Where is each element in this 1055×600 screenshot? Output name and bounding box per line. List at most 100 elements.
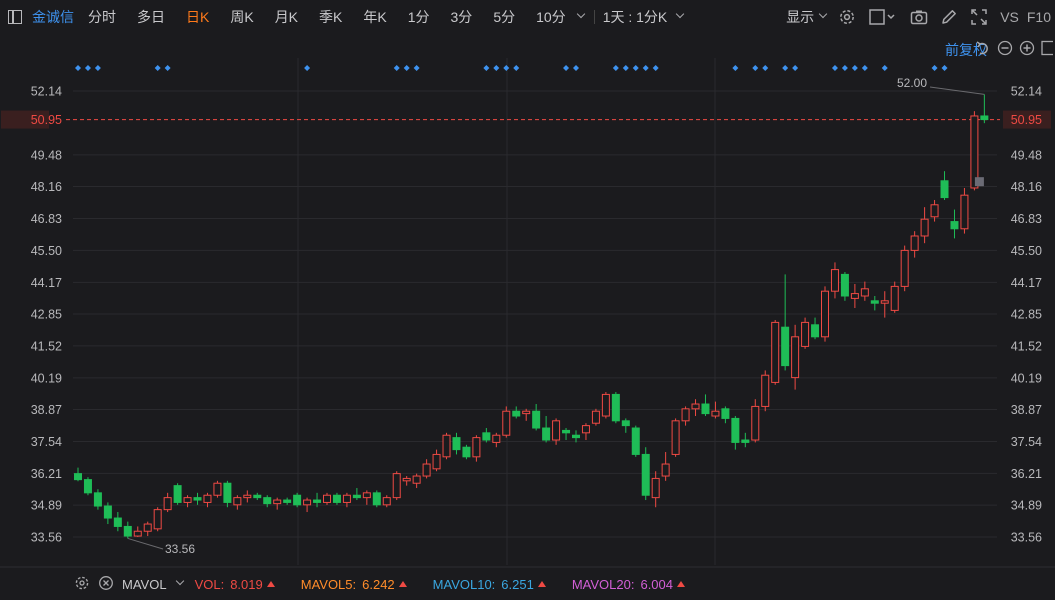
vol-up-arrow-icon (266, 581, 275, 587)
candle-body (522, 410, 531, 415)
candle-body (542, 427, 551, 441)
candle-body (163, 497, 172, 511)
candle-body (791, 336, 800, 379)
price-tick-left: 42.85 (31, 308, 62, 322)
event-marker-diamond (831, 65, 838, 71)
price-tick-right: 44.17 (1011, 276, 1042, 290)
event-marker-diamond (851, 65, 858, 71)
indicator-chevron-down-icon[interactable] (175, 576, 184, 586)
candle-body (860, 288, 869, 297)
zoom-in-icon[interactable] (1019, 40, 1035, 61)
candle-body (233, 497, 242, 506)
candle-body (830, 269, 839, 292)
period-tab-weekly[interactable]: 周K (230, 9, 254, 25)
candle-body (532, 410, 541, 429)
stock-name[interactable]: 金诚信 (32, 9, 74, 25)
period-tab-1min[interactable]: 1分 (407, 9, 430, 25)
period-tab-intraday[interactable]: 分时 (88, 9, 116, 25)
candle-body (273, 499, 282, 505)
period-tab-daily[interactable]: 日K (186, 9, 210, 25)
candle-body (123, 525, 132, 537)
period-more-chevron-icon[interactable] (576, 9, 585, 19)
chart-view-controls (975, 40, 1055, 61)
event-marker-diamond (154, 65, 161, 71)
zoom-out-icon[interactable] (997, 40, 1013, 61)
indicator-bar: MAVOL VOL: 8.019 MAVOL5: 6.242 MAVOL10: … (0, 570, 1055, 598)
period-tab-quarterly[interactable]: 季K (319, 9, 343, 25)
indicator-settings-gear-icon[interactable] (74, 575, 90, 594)
candle-body (741, 439, 750, 443)
price-tick-left: 52.14 (31, 85, 62, 99)
event-marker-diamond (782, 65, 789, 71)
candle-body (203, 494, 212, 503)
chart-style-square-icon[interactable] (868, 8, 898, 26)
event-marker-diamond (75, 65, 81, 71)
display-menu[interactable]: 显示 (786, 7, 828, 27)
candle-body (173, 485, 182, 503)
low-annotation-label: 33.56 (165, 542, 195, 556)
candle-body (293, 494, 302, 506)
combo-period-select[interactable]: 1天 : 1分K (602, 9, 668, 25)
camera-icon[interactable] (910, 8, 928, 26)
event-marker-diamond (493, 65, 500, 71)
mavol10-up-arrow-icon (537, 581, 546, 587)
price-tick-right: 45.50 (1011, 244, 1042, 258)
candle-body (591, 410, 600, 424)
event-marker-diamond (941, 65, 948, 71)
vol-value: 8.019 (230, 576, 263, 592)
mavol5-value: 6.242 (362, 576, 395, 592)
price-tick-right: 49.48 (1011, 148, 1042, 162)
candle-body (731, 417, 740, 443)
price-tick-left: 41.52 (31, 339, 62, 353)
period-tab-yearly[interactable]: 年K (363, 9, 387, 25)
fullscreen-icon[interactable] (970, 8, 988, 26)
candle-body (492, 434, 501, 443)
undo-icon[interactable] (975, 40, 991, 61)
draw-pencil-icon[interactable] (940, 8, 958, 26)
event-marker-diamond (403, 65, 410, 71)
period-tab-10min[interactable]: 10分 (536, 9, 566, 25)
candle-body (83, 479, 92, 494)
candle-body (850, 293, 859, 299)
candle-body (93, 492, 102, 507)
current-price-bg (1003, 110, 1051, 129)
candle-body (223, 482, 232, 503)
period-tab-5min[interactable]: 5分 (493, 9, 516, 25)
price-tick-left: 50.95 (31, 113, 62, 127)
price-adjust-menu[interactable]: 前复权 (945, 42, 987, 58)
period-tab-3min[interactable]: 3分 (450, 9, 473, 25)
price-tick-right: 38.87 (1011, 403, 1042, 417)
candle-body (960, 194, 969, 230)
candle-body (193, 497, 202, 501)
panel-toggle-icon[interactable] (8, 10, 22, 24)
period-tab-monthly[interactable]: 月K (274, 9, 299, 25)
f10-button[interactable]: F10 (1026, 9, 1051, 25)
candle-body (103, 505, 112, 519)
event-marker-diamond (612, 65, 619, 71)
candle-body (950, 221, 959, 230)
event-marker-diamond (513, 65, 520, 71)
candle-body (681, 408, 690, 422)
candle-body (462, 446, 471, 458)
candle-body (183, 497, 192, 503)
event-marker-diamond (304, 65, 311, 71)
candle-body (323, 494, 331, 503)
event-marker-diamond (881, 65, 888, 71)
candle-body (243, 494, 252, 499)
settings-gear-icon[interactable] (838, 8, 856, 26)
indicator-close-icon[interactable] (98, 575, 114, 594)
candle-body (412, 475, 421, 484)
period-tab-multiday[interactable]: 多日 (137, 9, 165, 25)
combo-chevron-down-icon[interactable] (676, 9, 685, 19)
candle-body (213, 482, 222, 496)
candle-body (651, 477, 660, 499)
price-tick-left: 48.16 (31, 180, 62, 194)
event-marker-diamond (393, 65, 400, 71)
vs-compare-button[interactable]: VS (1000, 9, 1019, 25)
indicator-name[interactable]: MAVOL (122, 576, 167, 592)
price-tick-right: 40.19 (1011, 371, 1042, 385)
candle-body (751, 405, 760, 441)
price-tick-left: 49.48 (31, 148, 62, 162)
panel-expand-icon[interactable] (1041, 40, 1055, 61)
